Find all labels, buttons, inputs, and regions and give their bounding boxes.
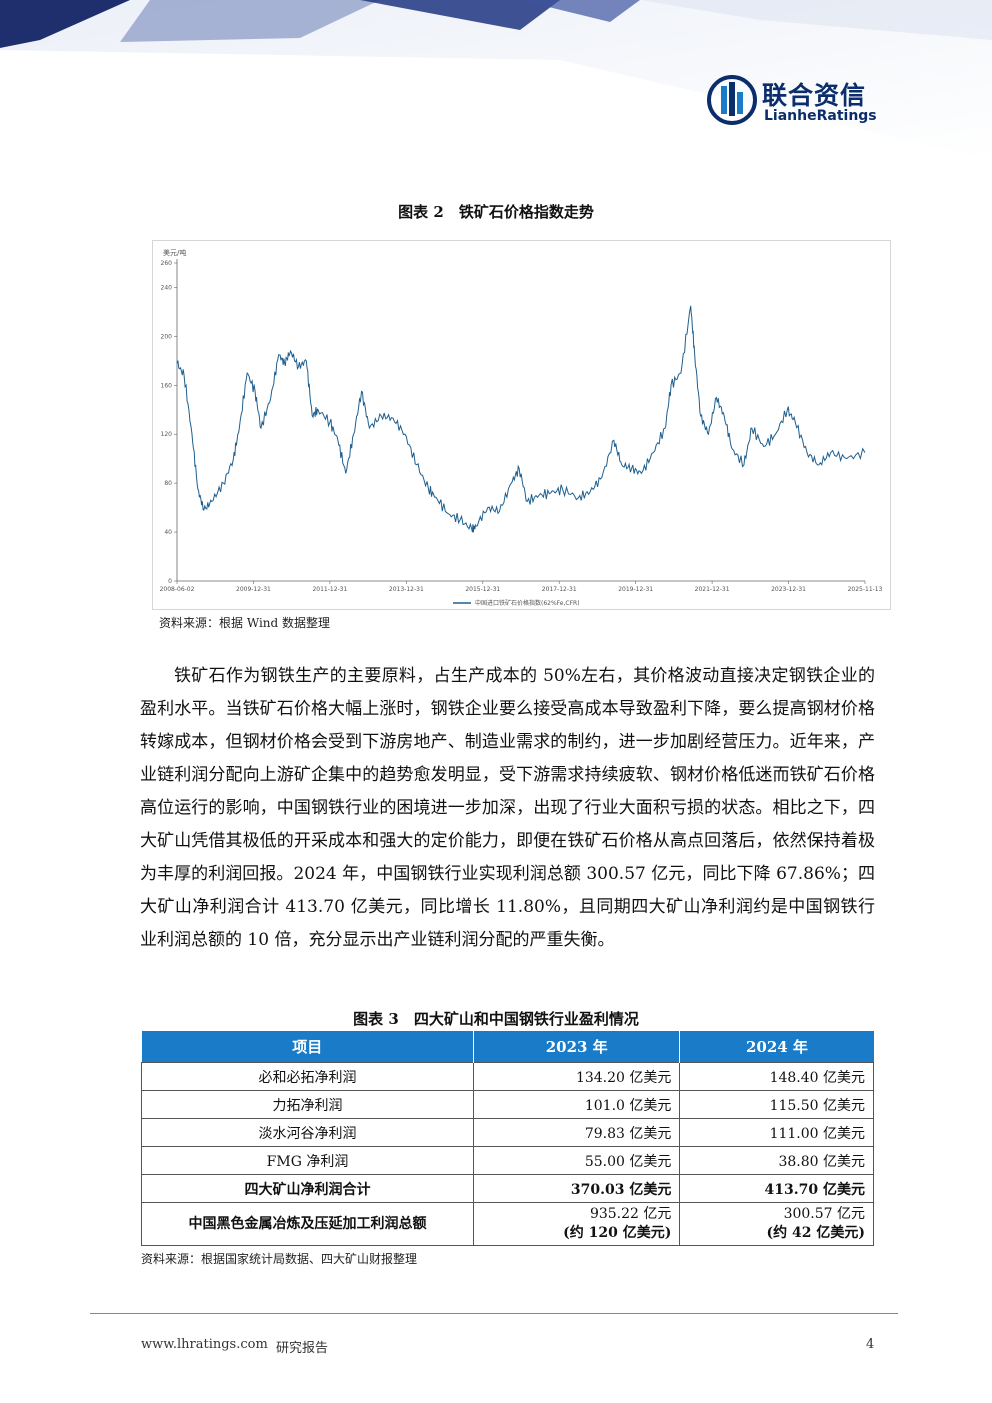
table-row: 必和必拓净利润 134.20 亿美元 148.40 亿美元 bbox=[141, 1062, 874, 1091]
row-item: 淡水河谷净利润 bbox=[141, 1118, 474, 1147]
table-row: FMG 净利润 55.00 亿美元 38.80 亿美元 bbox=[141, 1146, 874, 1175]
chart-unit-label: 美元/吨 bbox=[163, 248, 186, 257]
row-2023: 101.0 亿美元 bbox=[472, 1090, 681, 1119]
figure-3-source: 资料来源：根据国家统计局数据、四大矿山财报整理 bbox=[141, 1252, 418, 1266]
x-tick-label: 2011-12-31 bbox=[312, 586, 347, 593]
x-tick-label: 2023-12-31 bbox=[771, 586, 806, 593]
value-2024: 300.57 亿元 bbox=[783, 1206, 865, 1222]
x-tick-label: 2008-06-02 bbox=[160, 586, 195, 593]
page-number: 4 bbox=[866, 1337, 875, 1352]
table-row: 淡水河谷净利润 79.83 亿美元 111.00 亿美元 bbox=[141, 1118, 874, 1147]
x-tick-label: 2025-11-13 bbox=[848, 586, 883, 593]
y-tick-label: 80 bbox=[164, 480, 172, 487]
row-2024: 148.40 亿美元 bbox=[679, 1062, 874, 1091]
body-paragraph: 铁矿石作为钢铁生产的主要原料，占生产成本的 50%左右，其价格波动直接决定钢铁企… bbox=[140, 666, 875, 950]
chart-legend: 中国进口铁矿石价格指数(62%Fe,CFR) bbox=[453, 599, 580, 607]
company-logo: 联合资信 LianheRatings bbox=[706, 74, 896, 134]
row-2023: 370.03 亿美元 bbox=[472, 1174, 681, 1203]
chart-y-ticks: 0 40 80 120 160 200 240 260 bbox=[161, 260, 177, 585]
value-2023: 935.22 亿元 bbox=[589, 1206, 672, 1222]
value-2023-note: (约 120 亿美元) bbox=[563, 1225, 672, 1241]
x-tick-label: 2009-12-31 bbox=[236, 586, 271, 593]
logo-english-name: LianheRatings bbox=[764, 108, 877, 124]
footer-url[interactable]: www.lhratings.com bbox=[141, 1337, 268, 1352]
footer-doc-type: 研究报告 bbox=[276, 1341, 329, 1356]
row-item: FMG 净利润 bbox=[141, 1146, 474, 1175]
profit-table: 项目 2023 年 2024 年 必和必拓净利润 134.20 亿美元 148.… bbox=[141, 1031, 874, 1246]
logo-chinese-name: 联合资信 bbox=[762, 81, 867, 110]
y-tick-label: 200 bbox=[161, 333, 173, 340]
figure-2-source: 资料来源：根据 Wind 数据整理 bbox=[159, 616, 331, 630]
row-2024: 413.70 亿美元 bbox=[679, 1174, 874, 1203]
header-item: 项目 bbox=[141, 1031, 474, 1063]
row-2024: 115.50 亿美元 bbox=[679, 1090, 874, 1119]
x-tick-label: 2021-12-31 bbox=[695, 586, 730, 593]
lianhe-logo-icon bbox=[707, 75, 757, 125]
x-tick-label: 2019-12-31 bbox=[618, 586, 653, 593]
footer-divider bbox=[90, 1313, 898, 1314]
table-row-china-steel: 中国黑色金属冶炼及压延加工利润总额 935.22 亿元 (约 120 亿美元) … bbox=[141, 1202, 874, 1246]
y-tick-label: 160 bbox=[161, 382, 173, 389]
y-tick-label: 240 bbox=[161, 284, 173, 291]
figure-3-caption: 图表 3 四大矿山和中国钢铁行业盈利情况 bbox=[353, 1010, 639, 1028]
x-tick-label: 2013-12-31 bbox=[389, 586, 424, 593]
header-2023: 2023 年 bbox=[472, 1031, 680, 1063]
figure-2-caption: 图表 2 铁矿石价格指数走势 bbox=[398, 203, 594, 221]
iron-ore-price-chart: 0 40 80 120 160 200 240 260 2008-06-02 2009-12-3… bbox=[152, 240, 891, 610]
y-tick-label: 0 bbox=[168, 578, 172, 585]
header-decoration bbox=[0, 0, 992, 160]
chart-x-ticks: 2008-06-02 2009-12-31 2011-12-31 2013-12-31… bbox=[160, 581, 883, 593]
table-row-total: 四大矿山净利润合计 370.03 亿美元 413.70 亿美元 bbox=[141, 1174, 874, 1203]
row-item: 四大矿山净利润合计 bbox=[141, 1174, 474, 1203]
row-2023: 55.00 亿美元 bbox=[472, 1146, 681, 1175]
row-2024: 111.00 亿美元 bbox=[679, 1118, 874, 1147]
y-tick-label: 40 bbox=[164, 529, 172, 536]
row-item: 必和必拓净利润 bbox=[141, 1062, 474, 1091]
row-2024: 300.57 亿元 (约 42 亿美元) bbox=[679, 1202, 874, 1246]
series-line-iron-ore-index bbox=[176, 305, 866, 533]
row-item: 中国黑色金属冶炼及压延加工利润总额 bbox=[141, 1202, 474, 1246]
x-tick-label: 2017-12-31 bbox=[542, 586, 577, 593]
row-2023: 79.83 亿美元 bbox=[472, 1118, 681, 1147]
y-tick-label: 120 bbox=[161, 431, 173, 438]
row-2023: 935.22 亿元 (约 120 亿美元) bbox=[472, 1202, 681, 1246]
table-row: 力拓净利润 101.0 亿美元 115.50 亿美元 bbox=[141, 1090, 874, 1119]
x-tick-label: 2015-12-31 bbox=[465, 586, 500, 593]
header-2024: 2024 年 bbox=[679, 1031, 874, 1063]
body-text: 铁矿石作为钢铁生产的主要原料，占生产成本的 50%左右，其价格波动直接决定钢铁企… bbox=[140, 660, 875, 957]
y-tick-label: 260 bbox=[161, 260, 173, 267]
legend-label: 中国进口铁矿石价格指数(62%Fe,CFR) bbox=[475, 599, 580, 607]
table-header-row: 项目 2023 年 2024 年 bbox=[141, 1031, 874, 1063]
row-item: 力拓净利润 bbox=[141, 1090, 474, 1119]
chart-axes bbox=[176, 259, 865, 582]
row-2023: 134.20 亿美元 bbox=[472, 1062, 681, 1091]
value-2024-note: (约 42 亿美元) bbox=[766, 1225, 865, 1241]
row-2024: 38.80 亿美元 bbox=[679, 1146, 874, 1175]
